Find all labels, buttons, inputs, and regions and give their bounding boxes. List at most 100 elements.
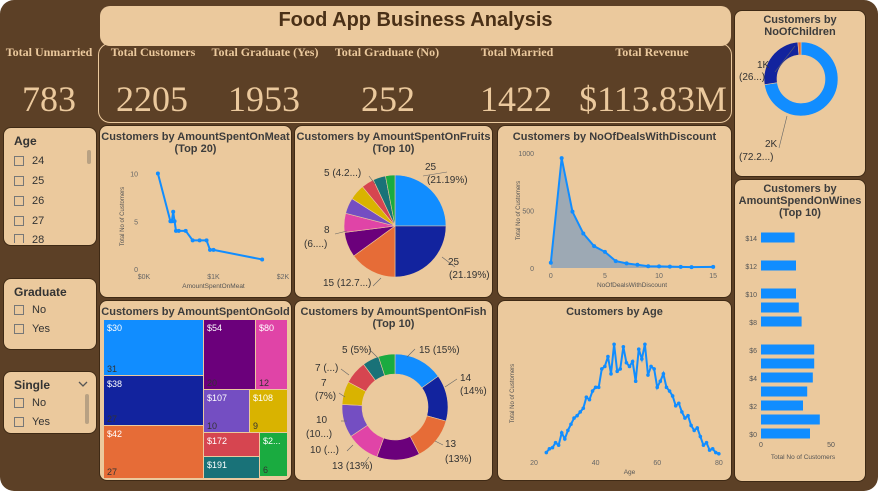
fish-chart-card: Customers by AmountSpentOnFish (Top 10) … bbox=[294, 300, 493, 481]
tile-label: $38 bbox=[107, 379, 122, 389]
data-point bbox=[661, 372, 666, 376]
bar bbox=[761, 358, 815, 369]
x-axis-title: Age bbox=[624, 469, 636, 476]
graduate-option-no[interactable]: No bbox=[14, 304, 46, 316]
kpi-revenue-value: $113.83M bbox=[579, 79, 727, 119]
fruits-chart-title: Customers by AmountSpentOnFruits bbox=[296, 131, 491, 143]
wines-bar-chart: $0 $2 $4 $6 $8 $10 $12 $14 0 50 Total No of Custom… bbox=[745, 232, 836, 461]
graduate-option-yes[interactable]: Yes bbox=[14, 323, 50, 335]
y-tick-label: $10 bbox=[745, 292, 757, 299]
checkbox[interactable] bbox=[14, 417, 24, 427]
y-tick-label: $2 bbox=[749, 404, 757, 411]
data-point bbox=[695, 426, 700, 430]
children-chart-title: Customers by NoOfChildren bbox=[763, 14, 837, 38]
chevron-down-icon[interactable] bbox=[78, 381, 88, 387]
leader-line bbox=[362, 456, 370, 466]
age-option-25[interactable]: 25 bbox=[14, 175, 44, 187]
checkbox[interactable] bbox=[14, 305, 24, 315]
tile-label: $107 bbox=[207, 393, 227, 403]
data-point bbox=[704, 440, 709, 445]
bar bbox=[761, 316, 802, 327]
data-point bbox=[609, 372, 613, 376]
data-point bbox=[686, 413, 690, 418]
checkbox[interactable] bbox=[14, 234, 24, 243]
graduate-slicer[interactable]: Graduate No Yes bbox=[3, 278, 97, 350]
age-option-28[interactable]: 28 bbox=[14, 234, 44, 243]
data-point bbox=[667, 264, 672, 269]
y-tick-label: $8 bbox=[749, 320, 757, 327]
y-tick-label: $6 bbox=[749, 348, 757, 355]
data-point bbox=[613, 259, 618, 264]
data-label: (21.19%) bbox=[449, 270, 490, 281]
age-slicer[interactable]: Age 24 25 26 27 28 bbox=[3, 127, 97, 246]
y-axis-title: Total No of Customers bbox=[120, 187, 126, 246]
data-label: (6....) bbox=[304, 239, 327, 250]
data-point bbox=[602, 249, 607, 254]
treemap-tile bbox=[204, 433, 259, 456]
bar bbox=[761, 260, 796, 271]
checkbox[interactable] bbox=[14, 156, 24, 166]
single-option-yes[interactable]: Yes bbox=[14, 416, 50, 428]
children-donut-chart: 1K(26...) 2K (72.2...) bbox=[739, 41, 839, 163]
single-slicer[interactable]: Single No Yes bbox=[3, 371, 97, 434]
leader-line bbox=[422, 171, 448, 177]
treemap-tile bbox=[204, 457, 259, 478]
data-label: 15 (15%) bbox=[419, 345, 460, 356]
checkbox[interactable] bbox=[14, 398, 24, 408]
y-tick-label: $4 bbox=[749, 376, 757, 383]
y-axis-title: Total No of Customers bbox=[510, 364, 516, 423]
single-slicer-title: Single bbox=[14, 378, 51, 392]
checkbox[interactable] bbox=[14, 176, 24, 186]
data-label: 25 bbox=[448, 257, 460, 268]
data-point bbox=[587, 397, 592, 402]
x-tick-label: 0 bbox=[549, 273, 553, 280]
checkbox[interactable] bbox=[14, 196, 24, 206]
bar bbox=[761, 288, 796, 299]
age-option-27[interactable]: 27 bbox=[14, 215, 44, 227]
x-tick-label: 60 bbox=[653, 460, 661, 467]
kpi-grad-yes-value: 1953 bbox=[228, 79, 300, 119]
data-label: (7%) bbox=[315, 391, 336, 402]
tile-value: 27 bbox=[107, 467, 117, 477]
data-label: 5 (5%) bbox=[342, 345, 371, 356]
tile-value: 10 bbox=[207, 421, 217, 431]
kpi-grad-no-value: 252 bbox=[361, 79, 415, 119]
slice bbox=[797, 41, 802, 56]
data-point bbox=[667, 389, 672, 393]
bar bbox=[761, 302, 799, 313]
bar bbox=[761, 344, 815, 355]
checkbox[interactable] bbox=[14, 216, 24, 226]
age-option-24[interactable]: 24 bbox=[14, 155, 44, 167]
treemap-tile bbox=[256, 320, 287, 389]
y-tick-label: $0 bbox=[749, 432, 757, 439]
data-point bbox=[550, 445, 555, 450]
age-slicer-scrollbar[interactable] bbox=[87, 150, 91, 164]
gold-chart-title: Customers by AmountSpentOnGold bbox=[101, 306, 290, 318]
graduate-slicer-title: Graduate bbox=[14, 285, 67, 299]
slice bbox=[394, 225, 447, 278]
tile-value: 20 bbox=[207, 378, 217, 388]
gold-treemap: $30 31 $38 27 $42 27 $54 20 $80 12 $107 10 $108 9 $172… bbox=[104, 320, 287, 478]
treemap-tile bbox=[104, 376, 203, 425]
tile-label: $30 bbox=[107, 323, 122, 333]
x-tick-label: 50 bbox=[827, 442, 835, 449]
data-point bbox=[599, 367, 604, 371]
x-tick-label: 15 bbox=[709, 273, 717, 280]
data-label: (21.19%) bbox=[427, 175, 468, 186]
checkbox[interactable] bbox=[14, 324, 24, 334]
data-point bbox=[630, 359, 635, 364]
meat-line-chart: 0 5 10 $0K $1K $2K AmountSpentOnMeat Total No o… bbox=[120, 171, 290, 290]
page-title: Food App Business Analysis bbox=[278, 9, 553, 31]
age-slicer-title: Age bbox=[14, 134, 37, 148]
data-point bbox=[649, 364, 653, 369]
data-point bbox=[652, 367, 656, 371]
data-point bbox=[190, 238, 195, 243]
data-label: 13 (13%) bbox=[332, 461, 373, 472]
bar bbox=[761, 414, 820, 425]
single-option-no[interactable]: No bbox=[14, 397, 46, 409]
single-slicer-scrollbar[interactable] bbox=[85, 394, 89, 424]
kpi-unmarried-label: Total Unmarried bbox=[5, 45, 93, 59]
leader-line bbox=[434, 440, 444, 446]
children-chart-card: Customers by NoOfChildren 1K (26...) 2K (72… bbox=[734, 10, 866, 177]
age-option-26[interactable]: 26 bbox=[14, 195, 44, 207]
